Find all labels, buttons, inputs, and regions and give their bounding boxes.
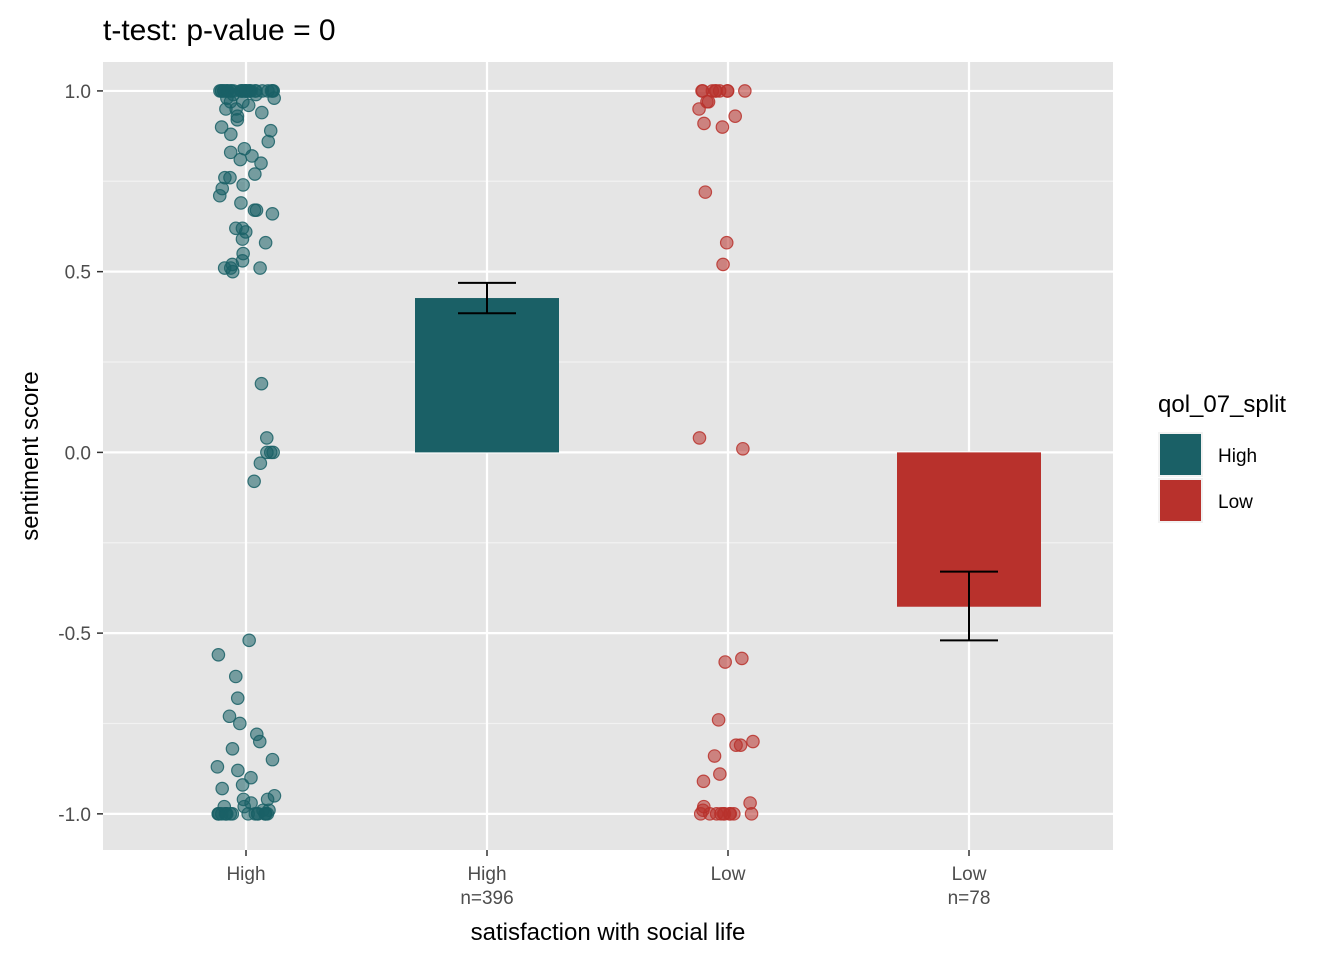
data-point-high bbox=[265, 752, 280, 767]
x-tick-label: Low bbox=[952, 864, 987, 885]
data-point-high bbox=[230, 691, 245, 705]
data-point-low bbox=[738, 84, 752, 98]
data-point-high bbox=[231, 763, 245, 778]
data-point-high bbox=[215, 781, 229, 796]
data-point-high bbox=[223, 145, 238, 160]
data-point-low bbox=[735, 651, 749, 666]
data-point-high bbox=[235, 778, 250, 792]
data-point-high bbox=[225, 741, 240, 756]
data-point-low bbox=[707, 749, 722, 763]
data-point-high bbox=[225, 264, 240, 279]
data-point-high bbox=[261, 134, 276, 149]
data-point-high bbox=[234, 196, 248, 210]
x-tick-sublabel: n=396 bbox=[460, 888, 513, 909]
data-point-high bbox=[259, 431, 274, 445]
data-point-high bbox=[235, 232, 250, 246]
data-point-high bbox=[211, 648, 226, 662]
data-point-high bbox=[247, 203, 262, 218]
data-point-high bbox=[260, 445, 274, 460]
data-point-low bbox=[715, 120, 730, 134]
data-point-high bbox=[252, 734, 267, 749]
data-point-high bbox=[247, 474, 261, 489]
data-point-low bbox=[693, 807, 708, 821]
data-point-high bbox=[242, 633, 256, 648]
data-point-low bbox=[716, 257, 730, 272]
data-point-high bbox=[228, 669, 243, 684]
data-point-low bbox=[711, 713, 726, 727]
y-tick-label: -1.0 bbox=[58, 805, 91, 826]
legend-label-low: Low bbox=[1218, 492, 1253, 513]
bar-high bbox=[415, 298, 559, 453]
data-point-high bbox=[219, 102, 233, 116]
bars bbox=[415, 298, 1041, 607]
data-point-low bbox=[746, 734, 760, 749]
data-point-high bbox=[233, 716, 247, 731]
data-point-low bbox=[692, 102, 706, 116]
data-point-high bbox=[253, 261, 267, 275]
data-point-low bbox=[696, 774, 711, 789]
chart-title: t-test: p-value = 0 bbox=[103, 14, 336, 47]
data-point-high bbox=[267, 91, 281, 105]
data-point-low bbox=[729, 738, 743, 752]
data-point-high bbox=[248, 167, 262, 181]
data-point-low bbox=[728, 109, 742, 124]
data-point-high bbox=[222, 709, 237, 724]
data-point-high bbox=[241, 807, 255, 821]
data-point-high bbox=[255, 105, 269, 120]
data-point-high bbox=[241, 98, 256, 113]
data-point-low bbox=[701, 94, 716, 109]
x-tick-label: High bbox=[226, 864, 265, 885]
legend-entries: High Low bbox=[1158, 432, 1257, 523]
y-tick-label: 1.0 bbox=[65, 82, 91, 103]
data-point-high bbox=[233, 152, 248, 167]
data-point-high bbox=[236, 178, 250, 192]
data-point-low bbox=[719, 235, 734, 250]
x-tick-label: Low bbox=[711, 864, 746, 885]
data-point-low bbox=[744, 807, 759, 821]
data-point-high bbox=[210, 760, 225, 774]
data-point-high bbox=[253, 456, 268, 471]
legend-title: qol_07_split bbox=[1158, 391, 1286, 418]
x-axis-ticks: High High n=396 Low Low n=78 bbox=[226, 850, 990, 909]
y-tick-label: 0.0 bbox=[65, 443, 91, 464]
data-point-low bbox=[692, 431, 707, 445]
y-axis-title: sentiment score bbox=[17, 371, 44, 540]
data-point-high bbox=[230, 113, 245, 127]
data-point-low bbox=[736, 441, 750, 456]
error-bars bbox=[458, 281, 998, 642]
data-point-low bbox=[698, 185, 713, 199]
data-point-low bbox=[718, 655, 732, 669]
data-point-high bbox=[218, 807, 233, 821]
jitter-points bbox=[210, 84, 760, 821]
data-point-low bbox=[709, 84, 723, 98]
legend-key-high bbox=[1160, 434, 1201, 475]
legend-label-high: High bbox=[1218, 446, 1257, 467]
data-point-high bbox=[223, 170, 237, 185]
data-point-high bbox=[258, 235, 273, 250]
data-point-high bbox=[254, 156, 268, 171]
legend-key-low bbox=[1160, 480, 1201, 521]
data-point-high bbox=[224, 127, 238, 142]
y-axis-ticks: -1.0 -0.5 0.0 0.5 1.0 bbox=[58, 82, 103, 826]
data-point-high bbox=[265, 207, 280, 221]
data-point-high bbox=[254, 376, 269, 391]
y-tick-label: 0.5 bbox=[65, 263, 91, 284]
data-point-low bbox=[713, 767, 727, 781]
x-tick-sublabel: n=78 bbox=[948, 888, 991, 909]
data-point-high bbox=[212, 188, 227, 203]
x-tick-label: High bbox=[467, 864, 506, 885]
data-point-high bbox=[259, 807, 273, 821]
data-point-high bbox=[249, 87, 263, 102]
y-tick-label: -0.5 bbox=[58, 624, 91, 645]
data-point-low bbox=[697, 116, 711, 131]
legend: qol_07_split High Low bbox=[1158, 391, 1286, 523]
x-axis-title: satisfaction with social life bbox=[471, 919, 746, 946]
data-point-high bbox=[214, 120, 229, 134]
data-point-low bbox=[716, 807, 731, 821]
